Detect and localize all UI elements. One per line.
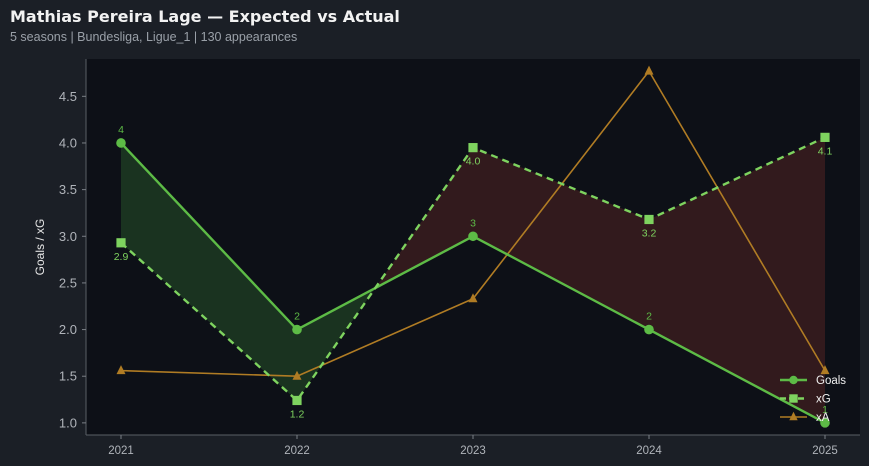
legend-label: Goals [816, 375, 846, 387]
y-tick-label: 4.5 [59, 89, 77, 104]
xg-point [116, 238, 126, 248]
legend-label: xA [816, 412, 830, 424]
xg-data-label: 1.2 [290, 408, 305, 420]
series-markers [116, 65, 830, 428]
chart-subtitle: 5 seasons | Bundesliga, Ligue_1 | 130 ap… [10, 30, 298, 44]
xg-data-label: 4.1 [818, 145, 833, 157]
goals-data-label: 3 [470, 217, 476, 229]
x-tick-label: 2024 [636, 445, 662, 457]
x-tick-label: 2025 [812, 445, 838, 457]
y-tick-label: 2.5 [59, 275, 77, 290]
y-tick-label: 2.0 [59, 322, 77, 337]
y-axis-label: Goals / xG [33, 219, 47, 276]
x-tick-label: 2022 [284, 445, 310, 457]
xg-point [292, 395, 302, 406]
difference-shading [121, 137, 825, 423]
goals-point [820, 418, 830, 428]
overperform-shading [121, 142, 297, 401]
xa-point [116, 365, 126, 375]
underperform-shading [473, 147, 649, 330]
xa-point [292, 370, 302, 380]
goals-data-label: 2 [294, 311, 300, 323]
xa-point [468, 293, 478, 303]
legend-marker [789, 394, 798, 403]
goals-data-label: 4 [118, 124, 124, 136]
axes: 1.0 1.5 2.0 2.5 3.0 3.5 4.0 4.5 2021 2022 2023 2024… [33, 59, 860, 457]
legend-marker [789, 411, 798, 421]
legend-label: xG [816, 394, 831, 406]
y-tick-label: 3.0 [59, 229, 77, 244]
data-labels: 4 2 3 2 1 2.9 1.2 4.0 3.2 4.1 [114, 124, 833, 421]
chart-title: Mathias Pereira Lage — Expected vs Actua… [10, 7, 400, 26]
goals-data-label: 1 [822, 404, 828, 416]
goals-data-label: 2 [646, 311, 652, 323]
goals-point [292, 324, 302, 335]
goals-point [468, 231, 478, 242]
y-tick-label: 1.5 [59, 369, 77, 384]
y-tick-label: 3.5 [59, 182, 77, 197]
xg-point [644, 214, 654, 225]
legend: Goals xG xA [780, 375, 846, 424]
goals-point [644, 324, 654, 335]
y-tick-label: 4.0 [59, 135, 77, 150]
underperform-shading [649, 137, 825, 423]
y-tick-label: 1.0 [59, 415, 77, 430]
xg-point [820, 132, 830, 142]
xg-data-label: 4.0 [466, 156, 481, 168]
x-tick-label: 2021 [108, 445, 134, 457]
xg-data-label: 2.9 [114, 251, 129, 263]
xa-point [644, 65, 654, 75]
goals-point [116, 138, 126, 148]
legend-marker [789, 375, 798, 385]
x-tick-label: 2023 [460, 445, 486, 457]
xg-point [468, 143, 478, 153]
xa-point [820, 365, 830, 375]
xg-data-label: 3.2 [642, 227, 657, 239]
